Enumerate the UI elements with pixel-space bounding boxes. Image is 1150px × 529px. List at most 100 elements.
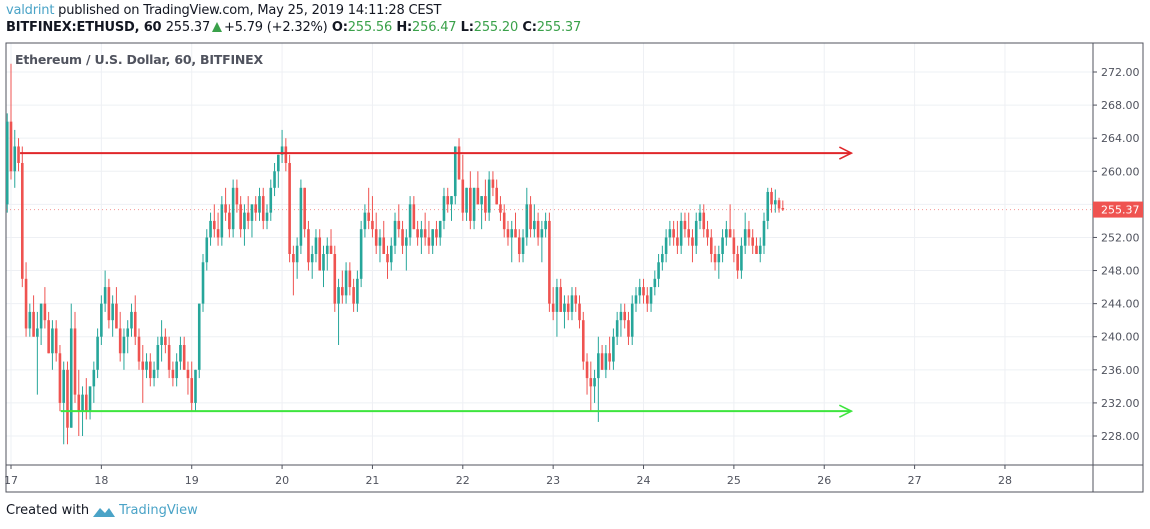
candle-up — [453, 146, 457, 197]
candle-up — [111, 303, 114, 321]
candle-down — [303, 187, 306, 230]
candle-up — [51, 328, 54, 354]
candle-up — [634, 295, 638, 304]
candle-down — [589, 378, 593, 387]
candle-down — [499, 204, 502, 213]
candle-down — [709, 237, 713, 254]
candle-up — [619, 311, 623, 321]
candle-up — [359, 229, 363, 279]
candle-down — [495, 187, 498, 205]
tradingview-logo-icon — [93, 507, 116, 517]
candle-up — [220, 204, 224, 238]
candle-down — [506, 229, 510, 238]
candle-down — [747, 229, 751, 238]
candle-up — [694, 220, 698, 246]
candle-down — [642, 287, 645, 296]
time-tick-label: 26 — [817, 474, 831, 487]
candle-down — [47, 320, 50, 354]
price-tick-label: 268.00 — [1101, 99, 1140, 112]
candle-down — [352, 287, 355, 304]
time-tick-label: 18 — [94, 474, 108, 487]
candle-up — [604, 353, 608, 370]
candle-up — [717, 253, 721, 263]
candle-up — [209, 220, 212, 238]
candle-down — [401, 229, 404, 246]
candle-down — [43, 303, 47, 321]
candle-up — [487, 179, 491, 213]
tradingview-link[interactable]: TradingView — [119, 503, 198, 518]
candle-up — [160, 336, 163, 345]
candle-down — [551, 303, 555, 312]
candle-down — [141, 361, 145, 370]
price-tick-label: 272.00 — [1101, 66, 1140, 79]
candle-up — [145, 361, 148, 370]
candle-up — [762, 220, 766, 246]
candle-up — [721, 237, 724, 254]
candle-down — [149, 361, 152, 379]
candle-down — [24, 278, 28, 329]
symbol-info: BITFINEX:ETHUSD, 60 255.37 +5.79 (+2.32%)… — [6, 20, 581, 35]
candle-down — [517, 237, 521, 254]
candle-down — [416, 229, 419, 238]
candle-down — [457, 146, 461, 180]
candle-up — [39, 303, 43, 329]
candle-up — [664, 237, 668, 254]
candle-up — [510, 229, 514, 238]
time-tick-label: 24 — [637, 474, 651, 487]
price-tick-label: 236.00 — [1101, 364, 1140, 377]
candle-up — [36, 328, 39, 337]
candle-up — [322, 253, 325, 271]
candle-down — [548, 220, 551, 304]
candle-down — [284, 146, 288, 163]
candle-down — [137, 336, 141, 362]
candle-down — [73, 328, 77, 395]
candle-down — [397, 220, 401, 230]
price-tick-label: 248.00 — [1101, 265, 1140, 278]
time-tick-label: 19 — [185, 474, 199, 487]
candle-down — [58, 353, 62, 403]
candle-down — [736, 253, 739, 271]
candle-down — [307, 229, 310, 263]
candle-up — [389, 245, 393, 263]
candle-up — [408, 204, 412, 238]
time-tick-label: 25 — [727, 474, 741, 487]
candle-down — [213, 220, 216, 230]
candle-down — [182, 344, 186, 370]
candle-down — [85, 394, 88, 412]
open-value: 255.56 — [347, 20, 393, 35]
time-tick-label: 28 — [998, 474, 1012, 487]
candle-up — [773, 200, 777, 205]
candle-down — [239, 204, 242, 230]
candle-up — [205, 237, 209, 263]
candle-up — [438, 220, 442, 238]
candle-down — [333, 253, 337, 304]
price-tick-label: 232.00 — [1101, 397, 1140, 410]
time-tick-label: 27 — [908, 474, 922, 487]
candle-up — [13, 146, 17, 172]
candle-up — [69, 328, 73, 428]
time-tick-label: 23 — [546, 474, 560, 487]
price-tick-label: 228.00 — [1101, 430, 1140, 443]
candle-up — [431, 229, 434, 246]
candle-up — [405, 237, 408, 246]
last-price: 255.37 — [165, 20, 211, 35]
low-label: L: — [460, 20, 474, 35]
candle-up — [277, 154, 280, 172]
close-value: 255.37 — [536, 20, 582, 35]
candle-down — [374, 229, 378, 246]
candle-down — [224, 204, 227, 213]
candle-up — [126, 328, 130, 337]
candle-down — [728, 229, 732, 238]
candle-down — [770, 191, 773, 205]
candle-up — [442, 196, 446, 221]
candle-up — [758, 245, 762, 254]
candle-down — [461, 179, 465, 213]
candles — [6, 63, 785, 445]
candle-up — [96, 336, 99, 370]
candle-up — [179, 344, 182, 362]
candle-up — [420, 229, 423, 238]
author-link[interactable]: valdrint — [6, 3, 55, 18]
candle-down — [133, 311, 137, 337]
high-label: H: — [396, 20, 413, 35]
